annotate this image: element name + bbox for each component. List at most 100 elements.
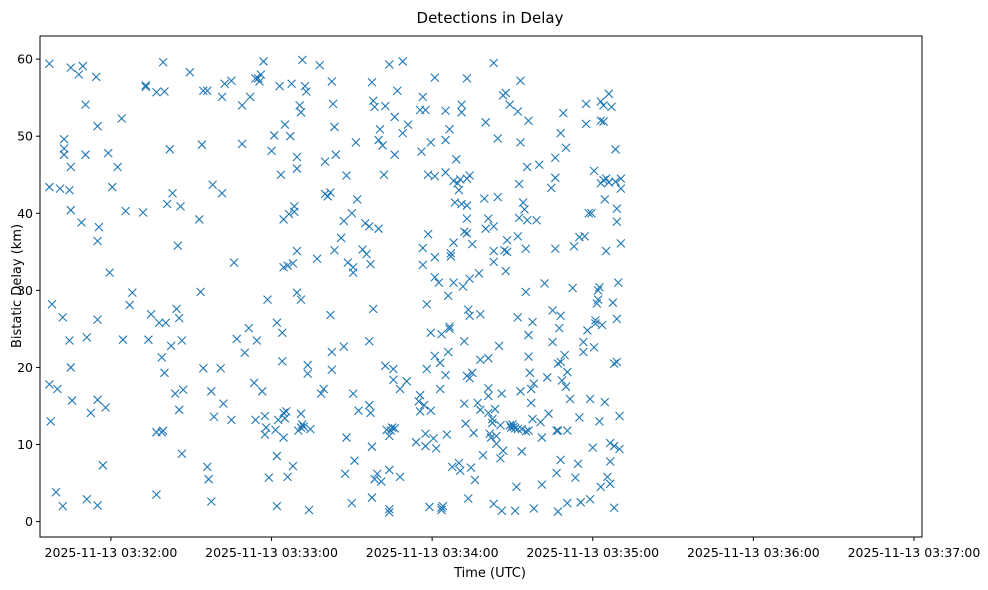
data-point xyxy=(177,449,187,459)
data-point xyxy=(206,386,216,396)
data-point xyxy=(418,243,428,253)
data-point xyxy=(227,76,236,86)
data-point xyxy=(537,480,547,489)
data-point xyxy=(553,426,563,436)
data-point xyxy=(364,400,374,410)
data-point xyxy=(297,55,307,65)
data-point xyxy=(526,398,536,408)
data-point xyxy=(154,318,164,328)
data-point xyxy=(522,162,532,172)
data-point xyxy=(125,300,135,310)
data-point xyxy=(176,201,185,211)
data-point xyxy=(251,74,260,83)
data-point xyxy=(557,376,567,385)
data-point xyxy=(524,352,533,362)
data-point xyxy=(326,188,335,197)
data-point xyxy=(348,389,358,399)
data-point xyxy=(425,502,434,512)
data-point xyxy=(360,218,370,228)
data-point xyxy=(591,316,600,325)
data-point xyxy=(283,472,292,482)
x-axis: 2025-11-13 03:32:00 2025-11-13 03:33:00 20… xyxy=(45,537,980,560)
data-point xyxy=(347,498,357,508)
data-point xyxy=(121,206,131,216)
data-point xyxy=(521,287,531,297)
data-point xyxy=(305,424,315,434)
data-point xyxy=(263,295,272,304)
data-point xyxy=(556,128,566,138)
data-point xyxy=(461,419,470,429)
data-point xyxy=(66,63,76,72)
data-point xyxy=(350,456,359,466)
data-point xyxy=(608,298,618,308)
plot-background xyxy=(40,36,922,537)
y-tick-label: 60 xyxy=(17,52,33,67)
data-point xyxy=(609,359,619,368)
data-point xyxy=(327,77,337,86)
data-point xyxy=(513,424,523,434)
data-point xyxy=(340,469,350,479)
data-point xyxy=(392,86,402,96)
data-point xyxy=(237,139,247,149)
data-point xyxy=(158,57,168,67)
data-point xyxy=(585,494,595,504)
data-point xyxy=(615,444,624,454)
data-point xyxy=(500,245,509,255)
data-point xyxy=(367,77,377,87)
data-point xyxy=(395,384,405,394)
data-point xyxy=(510,506,520,516)
data-point xyxy=(599,117,608,126)
data-point xyxy=(467,368,477,378)
x-tick-label: 2025-11-13 03:35:00 xyxy=(526,545,659,560)
data-point xyxy=(269,131,279,140)
data-point xyxy=(525,368,535,378)
data-point xyxy=(483,408,493,418)
data-point xyxy=(536,417,545,427)
data-point xyxy=(276,170,286,180)
x-tick-label: 2025-11-13 03:34:00 xyxy=(366,545,499,560)
data-point xyxy=(421,441,430,451)
data-point xyxy=(459,227,469,237)
data-point xyxy=(601,246,611,256)
data-point xyxy=(384,507,394,517)
data-point xyxy=(319,384,329,394)
data-point xyxy=(65,185,74,195)
data-point xyxy=(376,477,386,486)
data-point xyxy=(93,315,102,325)
data-point xyxy=(66,205,76,215)
data-point xyxy=(518,198,528,207)
data-point xyxy=(168,188,177,198)
data-point xyxy=(173,241,183,251)
data-point xyxy=(98,460,108,470)
data-point xyxy=(94,222,104,232)
data-point xyxy=(202,86,212,96)
data-point xyxy=(419,400,429,410)
data-point xyxy=(469,428,479,438)
data-point xyxy=(281,406,291,416)
data-point xyxy=(430,272,440,282)
data-point xyxy=(556,357,566,367)
data-point xyxy=(177,336,187,345)
data-point xyxy=(81,100,90,109)
data-point xyxy=(589,166,599,176)
data-point xyxy=(570,473,580,483)
data-point xyxy=(295,100,305,110)
data-point xyxy=(441,370,450,380)
data-point xyxy=(74,70,84,79)
data-point xyxy=(411,437,421,447)
data-point xyxy=(67,396,77,405)
data-point xyxy=(496,420,505,430)
data-point xyxy=(431,443,441,453)
data-point xyxy=(271,425,280,435)
data-point xyxy=(548,337,557,347)
data-point xyxy=(492,431,501,441)
data-point xyxy=(457,199,466,209)
data-point xyxy=(370,474,379,484)
data-point xyxy=(46,416,56,426)
data-point xyxy=(216,363,226,373)
data-point xyxy=(327,347,337,357)
data-point xyxy=(351,137,361,147)
x-tick-label: 2025-11-13 03:36:00 xyxy=(687,545,820,560)
data-point xyxy=(568,283,578,293)
data-point xyxy=(366,259,375,269)
